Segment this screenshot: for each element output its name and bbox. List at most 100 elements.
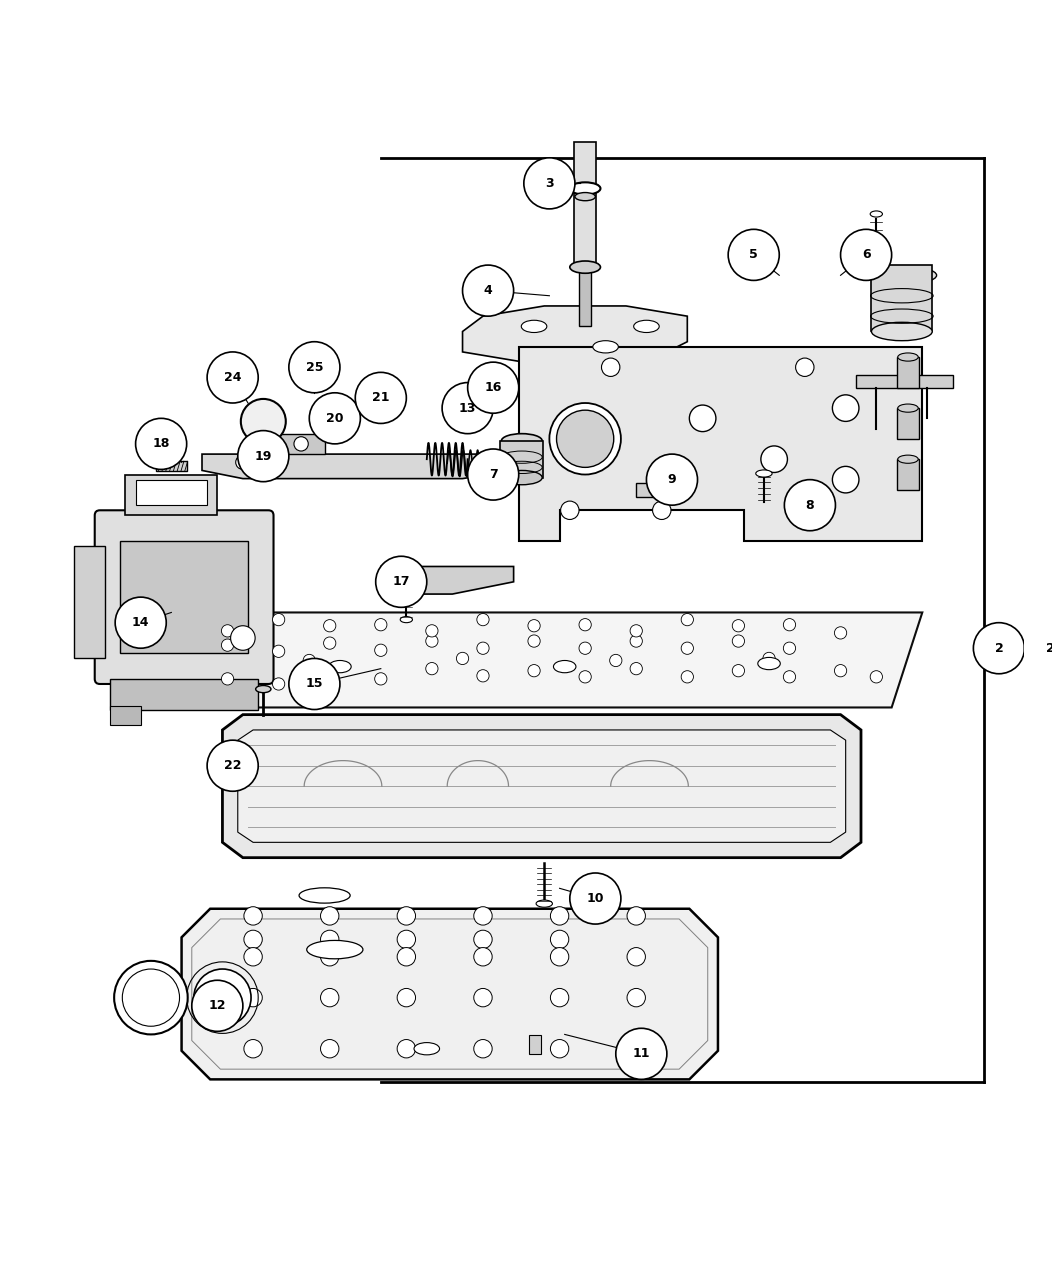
- Circle shape: [610, 655, 622, 666]
- Circle shape: [728, 230, 780, 281]
- Bar: [896, 408, 919, 439]
- Circle shape: [570, 873, 621, 924]
- Circle shape: [832, 394, 858, 421]
- Circle shape: [689, 404, 716, 431]
- Text: 7: 7: [489, 468, 498, 481]
- Text: 17: 17: [392, 575, 410, 588]
- Polygon shape: [463, 306, 687, 367]
- Circle shape: [289, 658, 340, 709]
- Ellipse shape: [633, 320, 660, 333]
- Circle shape: [870, 671, 883, 683]
- Circle shape: [244, 989, 262, 1007]
- Text: 11: 11: [632, 1048, 650, 1060]
- Circle shape: [114, 961, 187, 1035]
- Ellipse shape: [570, 262, 601, 273]
- Circle shape: [398, 907, 416, 925]
- Circle shape: [834, 665, 847, 676]
- Circle shape: [550, 989, 569, 1007]
- Circle shape: [303, 655, 316, 666]
- Circle shape: [136, 419, 186, 470]
- Circle shape: [549, 403, 621, 475]
- Text: 22: 22: [224, 759, 241, 772]
- Circle shape: [236, 456, 250, 470]
- Bar: [156, 461, 186, 471]
- Ellipse shape: [897, 456, 918, 463]
- Bar: [501, 440, 543, 477]
- Circle shape: [652, 501, 671, 519]
- Ellipse shape: [592, 341, 619, 353]
- Circle shape: [272, 614, 285, 625]
- Circle shape: [784, 642, 795, 655]
- Bar: [75, 546, 105, 658]
- Circle shape: [630, 635, 643, 647]
- Ellipse shape: [307, 940, 363, 958]
- Text: 14: 14: [132, 616, 149, 629]
- Circle shape: [561, 501, 579, 519]
- Text: 19: 19: [255, 449, 272, 463]
- Ellipse shape: [328, 661, 351, 672]
- Circle shape: [473, 1040, 492, 1058]
- Ellipse shape: [897, 404, 918, 412]
- Circle shape: [244, 907, 262, 925]
- Circle shape: [627, 989, 646, 1007]
- Text: 10: 10: [587, 892, 604, 905]
- Circle shape: [398, 1040, 416, 1058]
- Circle shape: [241, 399, 286, 444]
- Circle shape: [473, 948, 492, 966]
- Circle shape: [244, 948, 262, 966]
- Circle shape: [221, 625, 234, 637]
- Circle shape: [761, 445, 788, 472]
- Circle shape: [579, 642, 591, 655]
- Circle shape: [398, 989, 416, 1007]
- Circle shape: [356, 373, 406, 424]
- Circle shape: [294, 436, 308, 450]
- Bar: [896, 459, 919, 490]
- Bar: [125, 475, 218, 516]
- Circle shape: [550, 907, 569, 925]
- Polygon shape: [381, 567, 513, 595]
- Circle shape: [468, 362, 519, 413]
- Polygon shape: [222, 715, 861, 857]
- Ellipse shape: [414, 1042, 440, 1055]
- Bar: [574, 143, 596, 265]
- Circle shape: [832, 466, 858, 493]
- Bar: [529, 1035, 541, 1054]
- Circle shape: [321, 989, 339, 1007]
- Text: 6: 6: [862, 249, 870, 262]
- Circle shape: [784, 671, 795, 683]
- Bar: [136, 480, 207, 505]
- Circle shape: [221, 672, 234, 685]
- Circle shape: [646, 454, 697, 505]
- Circle shape: [426, 662, 438, 675]
- Circle shape: [579, 671, 591, 683]
- Circle shape: [426, 635, 438, 647]
- Circle shape: [194, 968, 251, 1026]
- Ellipse shape: [867, 267, 936, 285]
- Ellipse shape: [871, 323, 932, 341]
- Circle shape: [244, 1040, 262, 1058]
- Circle shape: [477, 614, 489, 625]
- Text: 8: 8: [806, 499, 814, 512]
- Circle shape: [375, 644, 387, 656]
- Circle shape: [309, 393, 361, 444]
- Circle shape: [426, 625, 438, 637]
- Circle shape: [321, 948, 339, 966]
- Circle shape: [324, 620, 336, 632]
- Text: 21: 21: [372, 392, 389, 404]
- Circle shape: [321, 930, 339, 948]
- Circle shape: [230, 625, 256, 651]
- Circle shape: [191, 980, 243, 1031]
- Text: 18: 18: [153, 438, 169, 450]
- Polygon shape: [519, 347, 923, 541]
- Circle shape: [324, 667, 336, 680]
- Circle shape: [477, 642, 489, 655]
- Circle shape: [630, 625, 643, 637]
- Circle shape: [442, 383, 493, 434]
- Circle shape: [627, 948, 646, 966]
- Bar: [636, 482, 654, 498]
- Circle shape: [627, 907, 646, 925]
- Polygon shape: [513, 441, 526, 471]
- Circle shape: [376, 556, 427, 607]
- Polygon shape: [202, 454, 513, 478]
- Polygon shape: [279, 434, 325, 454]
